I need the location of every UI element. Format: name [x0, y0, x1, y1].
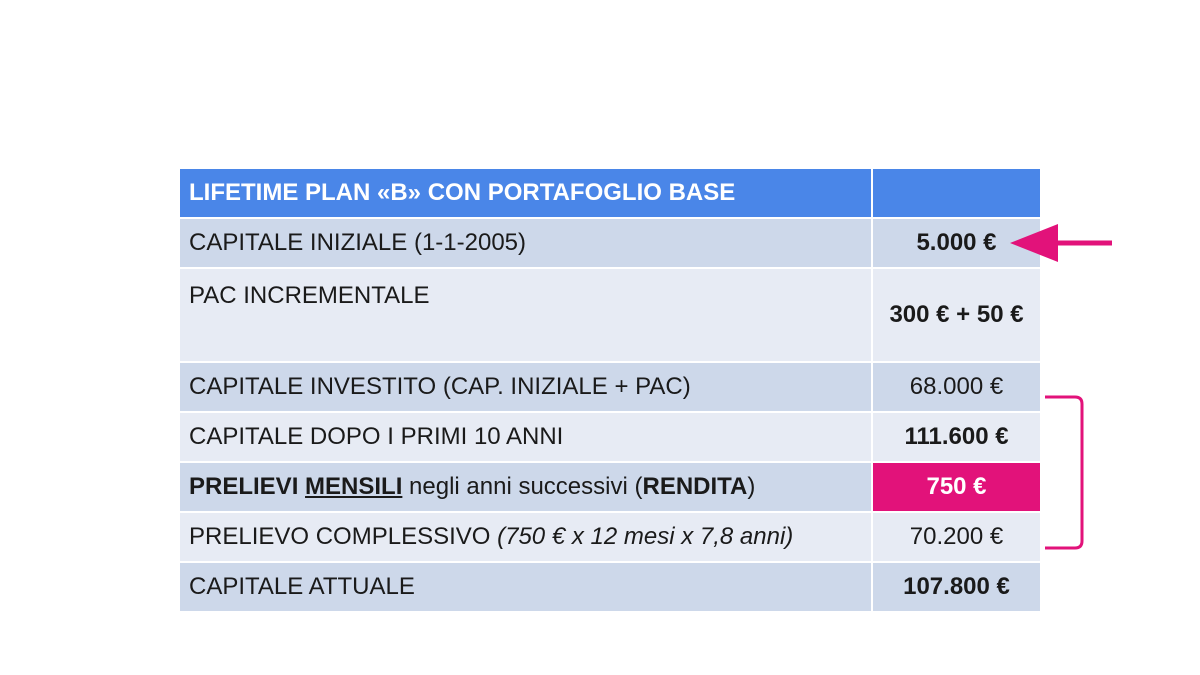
mensili-text: MENSILI — [305, 473, 403, 500]
table-row: PAC INCREMENTALE 300 € + 50 € — [178, 267, 1042, 363]
prelievi-text: PRELIEVI — [189, 473, 299, 500]
table-header-row: LIFETIME PLAN «B» CON PORTAFOGLIO BASE — [178, 167, 1042, 219]
end-text: ) — [747, 473, 756, 500]
row-label-capitale-dopo-10-anni: CAPITALE DOPO I PRIMI 10 ANNI — [178, 411, 873, 463]
row-value-capitale-dopo-10-anni: 111.600 € — [871, 411, 1042, 463]
row-value-capitale-attuale: 107.800 € — [871, 561, 1042, 613]
right-bracket — [1045, 395, 1084, 550]
table-row: CAPITALE DOPO I PRIMI 10 ANNI 111.600 € — [178, 411, 1042, 463]
row-label-capitale-iniziale: CAPITALE INIZIALE (1-1-2005) — [178, 217, 873, 269]
row-label-prelievi-mensili: PRELIEVI MENSILI negli anni successivi (… — [178, 461, 873, 513]
row-value-prelievo-complessivo: 70.200 € — [871, 511, 1042, 563]
middle-text: negli anni successivi ( — [402, 473, 643, 500]
table-row: CAPITALE ATTUALE 107.800 € — [178, 561, 1042, 613]
table-row: PRELIEVO COMPLESSIVO (750 € x 12 mesi x … — [178, 511, 1042, 563]
lifetime-plan-table: LIFETIME PLAN «B» CON PORTAFOGLIO BASE C… — [178, 167, 1042, 613]
table-title: LIFETIME PLAN «B» CON PORTAFOGLIO BASE — [178, 167, 873, 219]
row-value-prelievi-mensili: 750 € — [871, 461, 1042, 513]
table-row: CAPITALE INVESTITO (CAP. INIZIALE + PAC)… — [178, 361, 1042, 413]
prelievo-detail-text: (750 € x 12 mesi x 7,8 anni) — [497, 523, 794, 550]
row-value-pac-incrementale: 300 € + 50 € — [871, 267, 1042, 363]
row-label-pac-incrementale: PAC INCREMENTALE — [178, 267, 873, 363]
table-row: PRELIEVI MENSILI negli anni successivi (… — [178, 461, 1042, 513]
table-header-value — [871, 167, 1042, 219]
rendita-text: RENDITA — [642, 473, 748, 500]
prelievo-main-text: PRELIEVO COMPLESSIVO — [189, 523, 498, 550]
row-label-prelievo-complessivo: PRELIEVO COMPLESSIVO (750 € x 12 mesi x … — [178, 511, 873, 563]
row-label-capitale-investito: CAPITALE INVESTITO (CAP. INIZIALE + PAC) — [178, 361, 873, 413]
row-value-capitale-iniziale: 5.000 € — [871, 217, 1042, 269]
row-label-capitale-attuale: CAPITALE ATTUALE — [178, 561, 873, 613]
table-row: CAPITALE INIZIALE (1-1-2005) 5.000 € — [178, 217, 1042, 269]
row-value-capitale-investito: 68.000 € — [871, 361, 1042, 413]
